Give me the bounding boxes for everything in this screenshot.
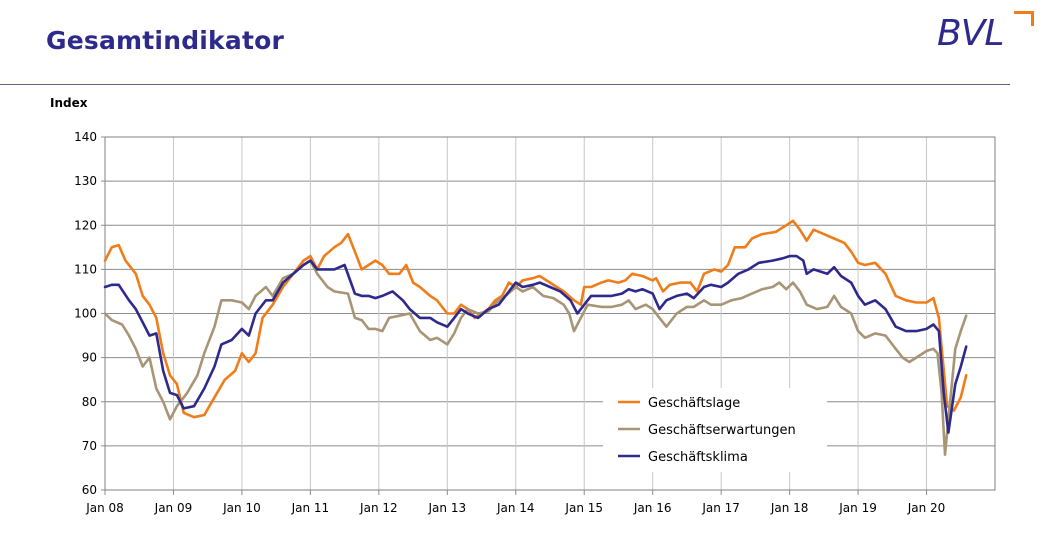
logo-text: BVL (937, 13, 1004, 54)
legend-label: Geschäftslage (648, 396, 740, 411)
x-axis: Jan 08 Jan 09 Jan 10 Jan 11 Jan 12 Jan 13 Jan … (85, 490, 945, 515)
x-tick-label: Jan 14 (496, 501, 535, 515)
bvl-logo: BVL (932, 8, 1037, 56)
x-tick-label: Jan 16 (633, 501, 672, 515)
x-tick-label: Jan 17 (701, 501, 740, 515)
y-tick-label: 110 (74, 262, 97, 276)
y-tick-label: 70 (82, 439, 97, 453)
x-tick-label: Jan 09 (154, 501, 193, 515)
y-tick-label: 100 (74, 307, 97, 321)
series-line-geschäftsklima (103, 254, 968, 434)
y-tick-label: 80 (82, 395, 97, 409)
logo-accent-icon (1014, 11, 1034, 26)
legend-label: Geschäftserwartungen (648, 423, 796, 438)
x-tick-label: Jan 10 (222, 501, 261, 515)
header-divider (0, 84, 1010, 85)
x-tick-label: Jan 08 (85, 501, 124, 515)
legend: Geschäftslage Geschäftserwartungen Geschäf… (603, 388, 827, 472)
y-tick-label: 60 (82, 483, 97, 497)
x-tick-label: Jan 20 (907, 501, 946, 515)
y-tick-label: 90 (82, 351, 97, 365)
series-lines (103, 219, 968, 456)
x-tick-label: Jan 13 (428, 501, 467, 515)
y-tick-label: 140 (74, 130, 97, 144)
y-tick-label: 120 (74, 218, 97, 232)
page-title: Gesamtindikator (46, 26, 285, 55)
series-line-geschäftslage (103, 219, 968, 419)
y-axis: 60 70 80 90 100 110 120 130 140 (74, 130, 105, 497)
x-tick-label: Jan 18 (770, 501, 809, 515)
y-tick-label: 130 (74, 174, 97, 188)
x-tick-label: Jan 19 (838, 501, 877, 515)
x-tick-label: Jan 11 (291, 501, 330, 515)
grid-lines (104, 136, 995, 491)
x-tick-label: Jan 15 (564, 501, 603, 515)
legend-box (603, 388, 827, 472)
series-line-geschäftserwartungen (103, 259, 968, 456)
y-axis-label: Index (50, 96, 88, 110)
x-tick-label: Jan 12 (359, 501, 398, 515)
legend-label: Geschäftsklima (648, 450, 748, 465)
